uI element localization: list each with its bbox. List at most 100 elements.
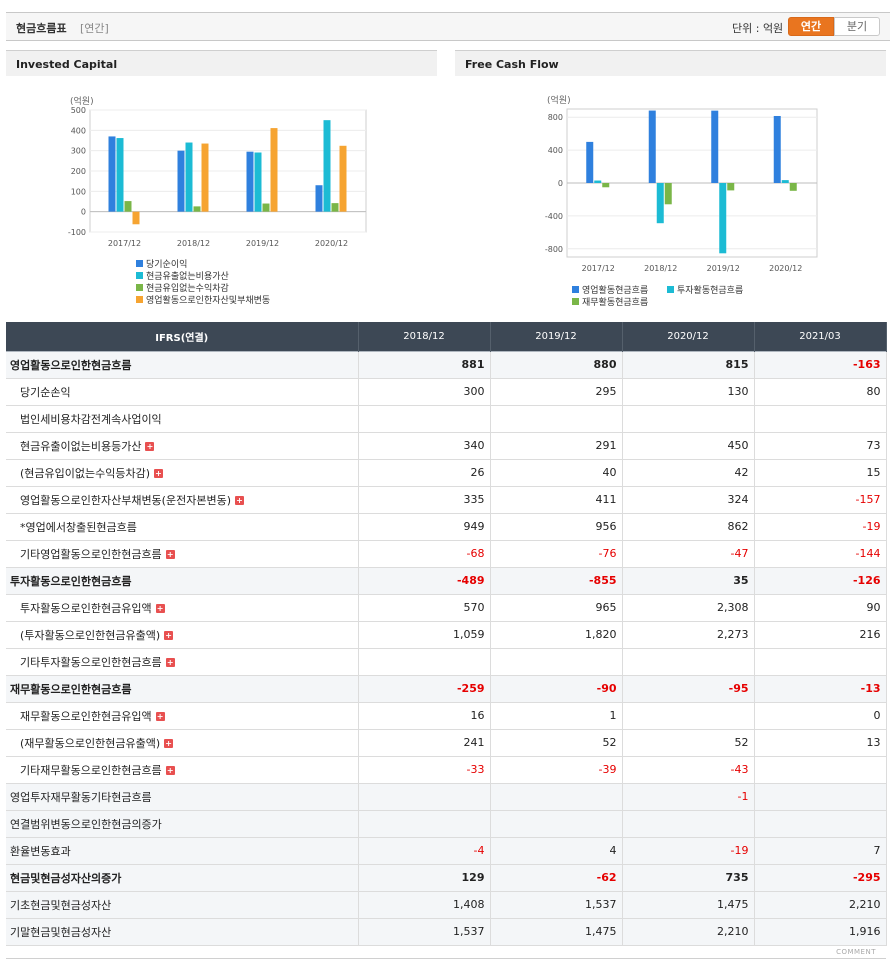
row-value: -95 <box>622 674 755 703</box>
bar-0-1 <box>594 180 602 183</box>
row-label-text: 투자활동으로인한현금흐름 <box>10 574 132 588</box>
row-value: 411 <box>490 486 623 514</box>
row-value <box>622 809 755 838</box>
row-label-text: 재무활동으로인한현금유입액 <box>20 709 152 723</box>
row-value: 13 <box>754 729 887 757</box>
y-tick-label: 0 <box>81 208 86 217</box>
expand-plus-icon[interactable]: + <box>165 550 175 559</box>
table-row: 당기순손익 300 295 130 80 <box>6 378 887 406</box>
bar-3-0 <box>773 115 781 183</box>
row-value: 1,537 <box>358 917 491 946</box>
expand-plus-icon[interactable]: + <box>154 469 164 478</box>
bar-1-2 <box>664 183 672 205</box>
bar-3-2 <box>789 183 797 191</box>
row-label: (현금유입이없는수익등차감) + <box>6 459 359 487</box>
row-label-text: 현금및현금성자산의증가 <box>10 871 122 885</box>
row-value: -13 <box>754 674 887 703</box>
legend-swatch <box>136 260 143 267</box>
bar-2-0 <box>711 110 719 183</box>
row-label-text: 환율변동효과 <box>10 844 71 858</box>
row-label-text: (재무활동으로인한현금유출액) <box>20 736 161 750</box>
row-value <box>358 809 491 838</box>
expand-plus-icon[interactable]: + <box>155 712 165 721</box>
x-tick-label: 2017/12 <box>582 264 615 273</box>
row-value <box>622 405 755 433</box>
legend-label: 당기순이익 <box>146 258 187 270</box>
table-row: 재무활동으로인한현금유입액 +16 1 0 <box>6 702 887 730</box>
row-value: -259 <box>358 674 491 703</box>
row-value: -19 <box>754 513 887 541</box>
row-label-text: 기타영업활동으로인한현금흐름 <box>20 547 162 561</box>
row-label-text: 투자활동으로인한현금유입액 <box>20 601 152 615</box>
row-value: 73 <box>754 432 887 460</box>
expand-plus-icon[interactable]: + <box>165 658 175 667</box>
y-tick-label: -400 <box>545 212 563 221</box>
legend-swatch <box>136 272 143 279</box>
legend-swatch <box>136 296 143 303</box>
row-label-text: *영업에서창출된현금흐름 <box>20 520 137 534</box>
bar-2-2 <box>262 203 270 212</box>
row-value: 862 <box>622 513 755 541</box>
row-value: -489 <box>358 566 491 595</box>
row-value: 450 <box>622 432 755 460</box>
row-value: 2,210 <box>754 890 887 919</box>
table-row: 영업활동으로인한현금흐름 881 880 815 -163 <box>6 350 887 379</box>
row-value: 1,537 <box>490 890 623 919</box>
row-label: 투자활동으로인한현금흐름 <box>6 566 359 595</box>
row-label-text: (현금유입이없는수익등차감) <box>20 466 151 480</box>
row-value: 16 <box>358 702 491 730</box>
row-value: 735 <box>622 863 755 892</box>
unit-label: 단위 : 억원 <box>732 22 784 35</box>
row-value: -43 <box>622 756 755 784</box>
row-value <box>490 809 623 838</box>
row-value: 15 <box>754 459 887 487</box>
row-value: -19 <box>622 836 755 865</box>
row-label-text: 재무활동으로인한현금흐름 <box>10 682 132 696</box>
expand-plus-icon[interactable]: + <box>145 442 155 451</box>
table-row: 연결범위변동으로인한현금의증가 <box>6 809 887 838</box>
table-row: *영업에서창출된현금흐름 949 956 862 -19 <box>6 513 887 541</box>
legend-label: 투자활동현금흐름 <box>677 284 743 296</box>
expand-plus-icon[interactable]: + <box>155 604 165 613</box>
toggle-annual-button[interactable]: 연간 <box>788 17 834 36</box>
row-label: (재무활동으로인한현금유출액) + <box>6 729 359 757</box>
y-tick-label: 800 <box>548 113 563 122</box>
row-value: 2,210 <box>622 917 755 946</box>
row-value: -68 <box>358 540 491 568</box>
table-row: (투자활동으로인한현금유출액) +1,059 1,820 2,273 216 <box>6 621 887 649</box>
period-label: [연간] <box>80 22 109 35</box>
row-value <box>490 648 623 676</box>
row-value: 291 <box>490 432 623 460</box>
x-tick-label: 2018/12 <box>644 264 677 273</box>
row-value: -90 <box>490 674 623 703</box>
expand-plus-icon[interactable]: + <box>164 739 174 748</box>
expand-plus-icon[interactable]: + <box>165 766 175 775</box>
row-value: 335 <box>358 486 491 514</box>
toggle-quarter-button[interactable]: 분기 <box>834 17 880 36</box>
row-label: 현금유출이없는비용등가산 + <box>6 432 359 460</box>
row-value: 881 <box>358 350 491 379</box>
row-value: 2,308 <box>622 594 755 622</box>
row-value: -126 <box>754 566 887 595</box>
row-value: 26 <box>358 459 491 487</box>
x-tick-label: 2018/12 <box>177 239 210 248</box>
expand-plus-icon[interactable]: + <box>164 631 174 640</box>
row-value <box>622 702 755 730</box>
expand-plus-icon[interactable]: + <box>234 496 244 505</box>
table-header-2018: 2018/12 <box>358 322 491 351</box>
bar-0-3 <box>132 211 140 225</box>
table-row: 기타투자활동으로인한현금흐름 + <box>6 648 887 676</box>
x-tick-label: 2020/12 <box>769 264 802 273</box>
row-value: -47 <box>622 540 755 568</box>
bar-0-0 <box>108 136 116 212</box>
chart-title-invested-capital: Invested Capital <box>6 50 437 76</box>
y-tick-label: 100 <box>71 187 86 196</box>
row-label: 기말현금및현금성자산 <box>6 917 359 946</box>
section-header: 현금흐름표 [연간] 단위 : 억원 연간 분기 <box>6 12 890 41</box>
legend-label: 영업활동현금흐름 <box>582 284 648 296</box>
row-value: -1 <box>622 782 755 811</box>
row-label: 영업투자재무활동기타현금흐름 <box>6 782 359 811</box>
legend-label: 영업활동으로인한자산및부채변동 <box>146 294 270 306</box>
row-value: 241 <box>358 729 491 757</box>
row-value: -39 <box>490 756 623 784</box>
